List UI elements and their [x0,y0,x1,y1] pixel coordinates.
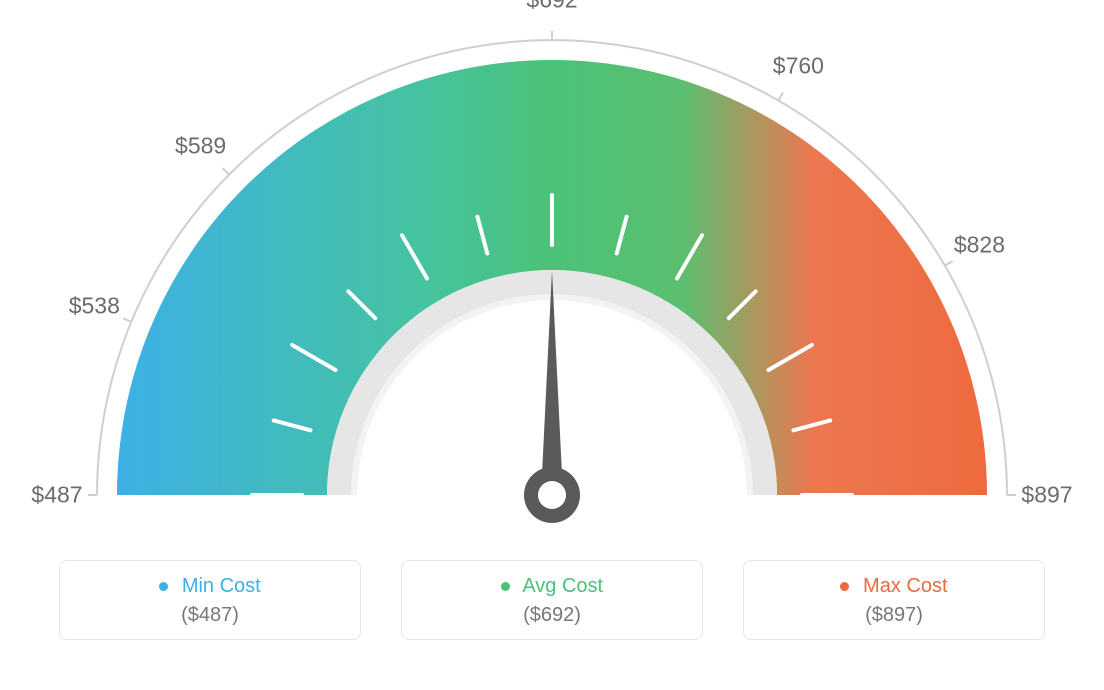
gauge-tick-label: $897 [1021,482,1072,509]
legend-card-min: Min Cost ($487) [59,560,361,640]
legend-title-min: Min Cost [60,575,360,598]
legend-title-max: Max Cost [744,575,1044,598]
gauge-svg [0,0,1104,560]
dot-icon [159,582,168,591]
gauge-chart: $487 $538 $589 $692 $760 $828 $897 [0,0,1104,560]
legend-title-text: Avg Cost [522,575,603,597]
gauge-tick-label: $589 [175,133,226,160]
legend-row: Min Cost ($487) Avg Cost ($692) Max Cost… [0,560,1104,660]
legend-title-avg: Avg Cost [402,575,702,598]
dot-icon [501,582,510,591]
gauge-tick-label: $692 [526,0,577,14]
gauge-tick-label: $760 [773,52,824,79]
legend-value-avg: ($692) [402,604,702,627]
gauge-tick-label: $538 [69,293,120,320]
legend-title-text: Min Cost [182,575,261,597]
legend-title-text: Max Cost [863,575,947,597]
legend-card-max: Max Cost ($897) [743,560,1045,640]
dot-icon [840,582,849,591]
gauge-tick-label: $828 [954,232,1005,259]
legend-card-avg: Avg Cost ($692) [401,560,703,640]
gauge-tick-label: $487 [31,482,82,509]
legend-value-min: ($487) [60,604,360,627]
legend-value-max: ($897) [744,604,1044,627]
